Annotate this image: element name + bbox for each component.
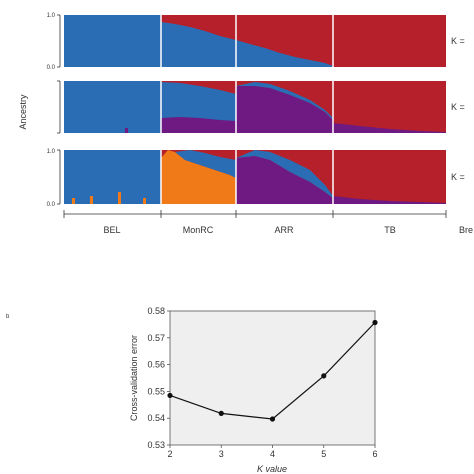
cv-data-point (372, 319, 378, 326)
bel-orange-spike-3 (118, 192, 121, 204)
ytick-top-row-1: 1.0 (47, 13, 56, 19)
cv-y-tick-label: 0.54 (147, 413, 165, 423)
breed-axis-label: Bre (459, 225, 473, 235)
cv-data-point (321, 373, 327, 379)
admixture-row-1 (64, 15, 446, 67)
monrc-blue-share-k2 (161, 22, 236, 67)
bel-block-k2 (64, 15, 161, 67)
cv-y-axis-label: Cross-validation error (129, 335, 139, 421)
tb-block-k4 (333, 150, 446, 204)
cv-x-axis-label: K value (257, 464, 287, 474)
ytick-top-row-3: 1.0 (47, 149, 56, 155)
cv-x-tick-label: 2 (167, 449, 172, 459)
admixture-axes: 1.0 0.0 1.0 0.0 Ancestry K = K = K = (18, 13, 465, 208)
bel-orange-spike-2 (90, 196, 93, 204)
breed-label-bel: BEL (103, 225, 120, 235)
cv-y-tick-label: 0.55 (147, 386, 165, 396)
cv-y-ticks: 0.53 0.54 0.55 0.56 0.57 0.58 (147, 306, 170, 450)
admixture-panel: 1.0 0.0 1.0 0.0 Ancestry K = K = K = BEL… (18, 13, 473, 235)
arr-blue-share-k3 (236, 82, 333, 120)
monrc-orange-share-k4 (161, 150, 236, 204)
k-label-row-3: K = (451, 172, 465, 182)
ytick-bottom-row-3: 0.0 (47, 202, 56, 208)
arr-purple-share-k4 (236, 156, 333, 204)
tb-purple-share-k4 (333, 196, 446, 204)
bel-purple-spike-k3 (125, 128, 128, 133)
bel-orange-spike-1 (72, 198, 75, 204)
ancestry-axis-label: Ancestry (18, 94, 28, 130)
arr-blue-share-k4 (236, 150, 333, 198)
breed-dividers (160, 15, 334, 204)
cv-x-ticks: 2 3 4 5 6 (167, 445, 378, 459)
cv-y-tick-label: 0.58 (147, 306, 165, 316)
cv-data-point (269, 416, 276, 422)
tb-purple-share-k3 (333, 123, 446, 133)
cv-y-tick-label: 0.53 (147, 440, 165, 450)
monrc-purple-share-k3 (161, 117, 236, 133)
k-label-row-2: K = (451, 102, 465, 112)
breed-axis: BEL MonRC ARR TB Bre (63, 210, 473, 235)
breed-label-monrc: MonRC (183, 225, 214, 235)
cv-y-tick-label: 0.56 (147, 360, 165, 370)
cv-error-chart: 0.53 0.54 0.55 0.56 0.57 0.58 2 3 4 5 6 Cross-val… (129, 306, 378, 474)
cv-error-points (167, 319, 378, 422)
arr-blue-share-k2 (236, 40, 333, 67)
cv-data-point (167, 392, 173, 399)
cv-plot-area (169, 310, 376, 446)
cv-x-tick-label: 3 (219, 449, 224, 459)
cv-x-tick-label: 6 (372, 449, 377, 459)
k-label-row-1: K = (451, 36, 465, 46)
ytick-bottom-row-1: 0.0 (47, 65, 56, 71)
arr-purple-share-k3 (236, 86, 333, 133)
panel-b-letter: b (6, 314, 10, 320)
cv-y-tick-label: 0.57 (147, 333, 165, 343)
bel-block-k4 (64, 150, 161, 204)
cv-x-tick-label: 5 (321, 449, 326, 459)
cv-data-point (218, 410, 224, 416)
bel-orange-spike-4 (143, 198, 146, 204)
cv-x-tick-label: 4 (270, 449, 275, 459)
monrc-blue-share-k4 (175, 150, 236, 178)
breed-label-tb: TB (384, 225, 396, 235)
bel-block-k3 (64, 81, 161, 133)
breed-label-arr: ARR (274, 225, 294, 235)
tb-block-k3 (333, 81, 446, 133)
tb-block-k2 (333, 15, 446, 67)
admixture-row-3 (64, 150, 446, 204)
admixture-row-2 (64, 81, 446, 133)
